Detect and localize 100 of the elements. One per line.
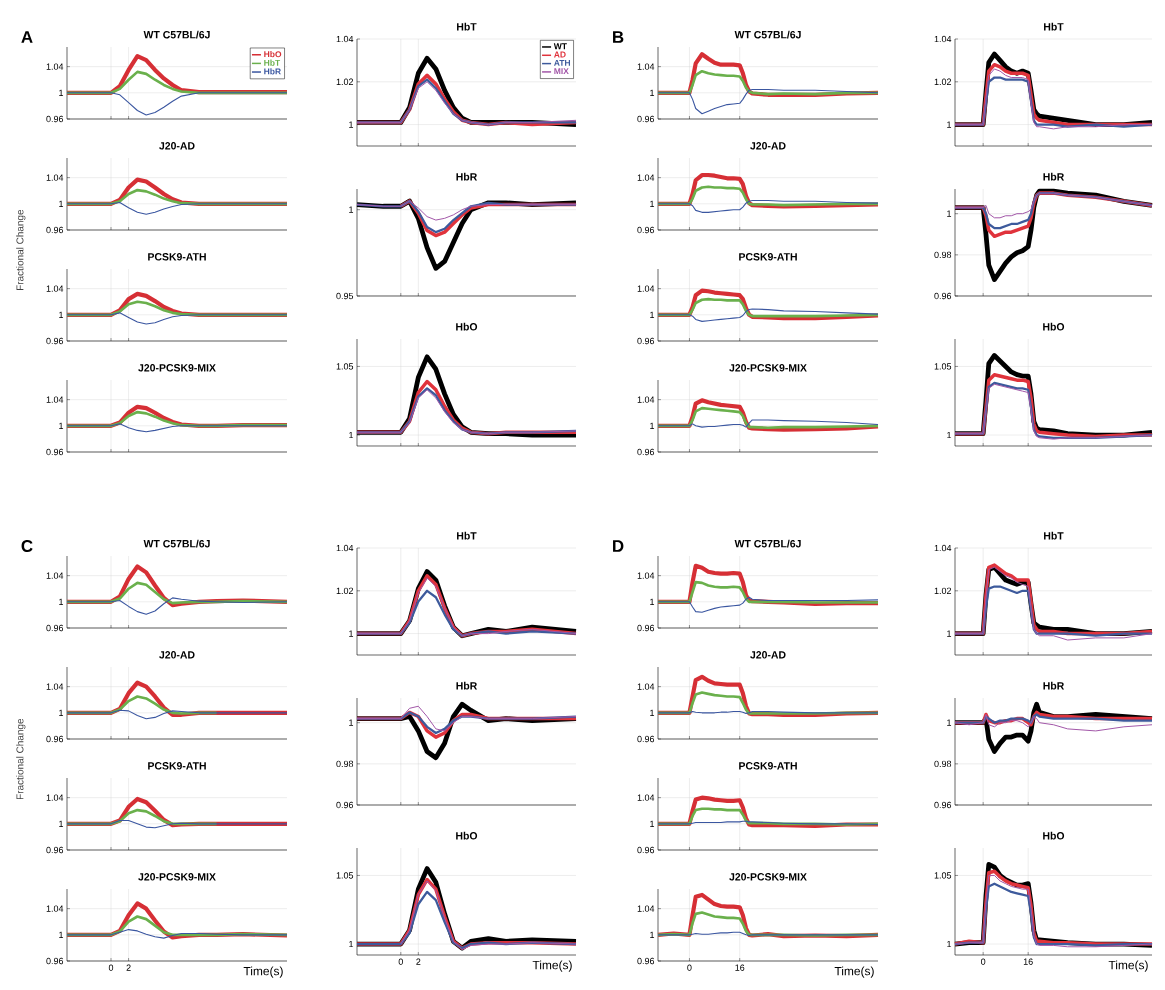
y-tick-label: 0.96 [637,846,655,854]
y-tick-label: 1 [650,820,655,827]
y-tick-label: 1 [650,931,655,938]
text: B [613,31,624,43]
y-tick-label: 1.04 [46,285,64,292]
y-tick-label: 0.96 [934,292,952,300]
x-axis-title: Time(s) [1108,960,1148,972]
chart-title: J20-AD [159,142,195,150]
y-tick-label: 1.04 [46,794,64,801]
y-tick-label: 1 [947,719,952,726]
y-tick-label: 1.02 [934,78,952,85]
y-tick-label: 1 [650,200,655,207]
y-tick-label: 0.96 [934,801,952,809]
y-tick-label: 1.04 [934,35,952,43]
y-tick-label: 0.96 [637,735,655,743]
y-tick-label: 0.96 [46,115,64,123]
y-tick-label: 0.96 [46,226,64,234]
chart-title: J20-PCSK9-MIX [138,364,216,372]
legend-label: HbO [264,50,282,58]
y-tick-label: 1 [349,431,354,439]
chart-title: HbR [1043,681,1065,690]
y-tick-label: 1.04 [637,285,655,292]
y-tick-label: 1 [947,940,952,948]
x-tick-label: 0 [108,964,114,971]
y-tick-label: 1.05 [934,872,952,879]
legend-label: MIX [554,68,569,75]
y-tick-label: 1 [947,431,952,439]
y-tick-label: 1.02 [336,587,354,594]
y-tick-label: 0.96 [46,337,64,345]
y-tick-label: 1.04 [934,544,952,552]
x-tick-label: 2 [126,964,131,971]
legend-label: HbR [264,68,281,75]
chart-title: HbT [457,531,477,540]
y-tick-label: 0.96 [46,624,64,632]
chart-title: WT C57BL/6J [734,539,801,548]
chart-title: WT C57BL/6J [143,539,210,548]
y-tick-label: 0.96 [637,448,655,456]
y-tick-label: 1 [947,121,952,128]
y-tick-label: 0.96 [637,115,655,123]
y-tick-label: 0.96 [637,624,655,632]
y-tick-label: 1 [59,311,64,318]
x-tick-label: 0 [981,958,986,965]
legend-label: ATH [554,59,571,66]
y-tick-label: 1.04 [46,396,64,403]
legend-label: WT [553,43,567,50]
y-tick-label: 1.04 [637,572,655,579]
y-tick-label: 1 [59,931,64,938]
y-tick-label: 1.04 [637,905,655,912]
y-tick-label: 1.04 [46,572,64,579]
chart-title: HbT [1044,22,1064,31]
y-tick-label: 1 [349,940,354,948]
y-tick-label: 1 [947,210,952,217]
x-tick-label: 2 [416,958,421,965]
text: D [613,540,624,552]
y-tick-label: 1.02 [336,78,354,85]
x-tick-label: 0 [687,964,692,971]
y-tick-label: 0.96 [336,801,354,809]
y-tick-label: 1.04 [336,35,354,43]
chart-title: HbT [457,22,477,31]
chart-title: HbR [456,172,478,181]
y-tick-label: 0.96 [46,735,64,743]
y-axis-title: Fractional Change [16,209,26,291]
y-tick-label: 1.02 [934,587,952,594]
y-tick-label: 1 [59,598,64,605]
x-tick-label: 16 [1023,958,1033,965]
chart-title: HbR [1043,172,1065,181]
y-tick-label: 0.98 [336,760,354,768]
y-tick-label: 1.04 [46,905,64,912]
chart-title: PCSK9-ATH [739,253,797,261]
chart-title: PCSK9-ATH [148,253,206,261]
y-tick-label: 1.04 [336,544,354,552]
y-tick-label: 1.04 [637,396,655,403]
x-axis-title: Time(s) [243,966,283,978]
y-tick-label: 0.95 [336,292,354,300]
y-tick-label: 1.05 [336,363,354,370]
chart-title: PCSK9-ATH [739,762,797,770]
x-axis-title: Time(s) [532,960,572,972]
chart-title: HbR [456,681,478,690]
chart-title: J20-PCSK9-MIX [729,873,807,881]
y-tick-label: 1 [349,206,354,213]
legend-label: HbT [264,59,281,66]
y-tick-label: 1 [349,719,354,726]
y-tick-label: 1 [650,598,655,605]
chart-title: HbO [1043,322,1065,331]
y-tick-label: 1 [650,311,655,318]
chart-title: J20-AD [159,651,195,659]
y-tick-label: 0.96 [46,957,64,965]
chart-title: HbO [456,831,478,840]
chart-title: HbO [1043,831,1065,840]
y-tick-label: 0.96 [46,448,64,456]
chart-title: J20-PCSK9-MIX [138,873,216,881]
y-tick-label: 1.04 [46,174,64,181]
y-tick-label: 0.98 [934,760,952,768]
chart-title: WT C57BL/6J [143,30,210,39]
y-tick-label: 1.04 [46,63,64,70]
y-tick-label: 1.04 [637,683,655,690]
y-axis-title: Fractional Change [16,718,26,800]
y-tick-label: 1 [59,820,64,827]
y-tick-label: 1.04 [46,683,64,690]
y-tick-label: 0.96 [46,846,64,854]
